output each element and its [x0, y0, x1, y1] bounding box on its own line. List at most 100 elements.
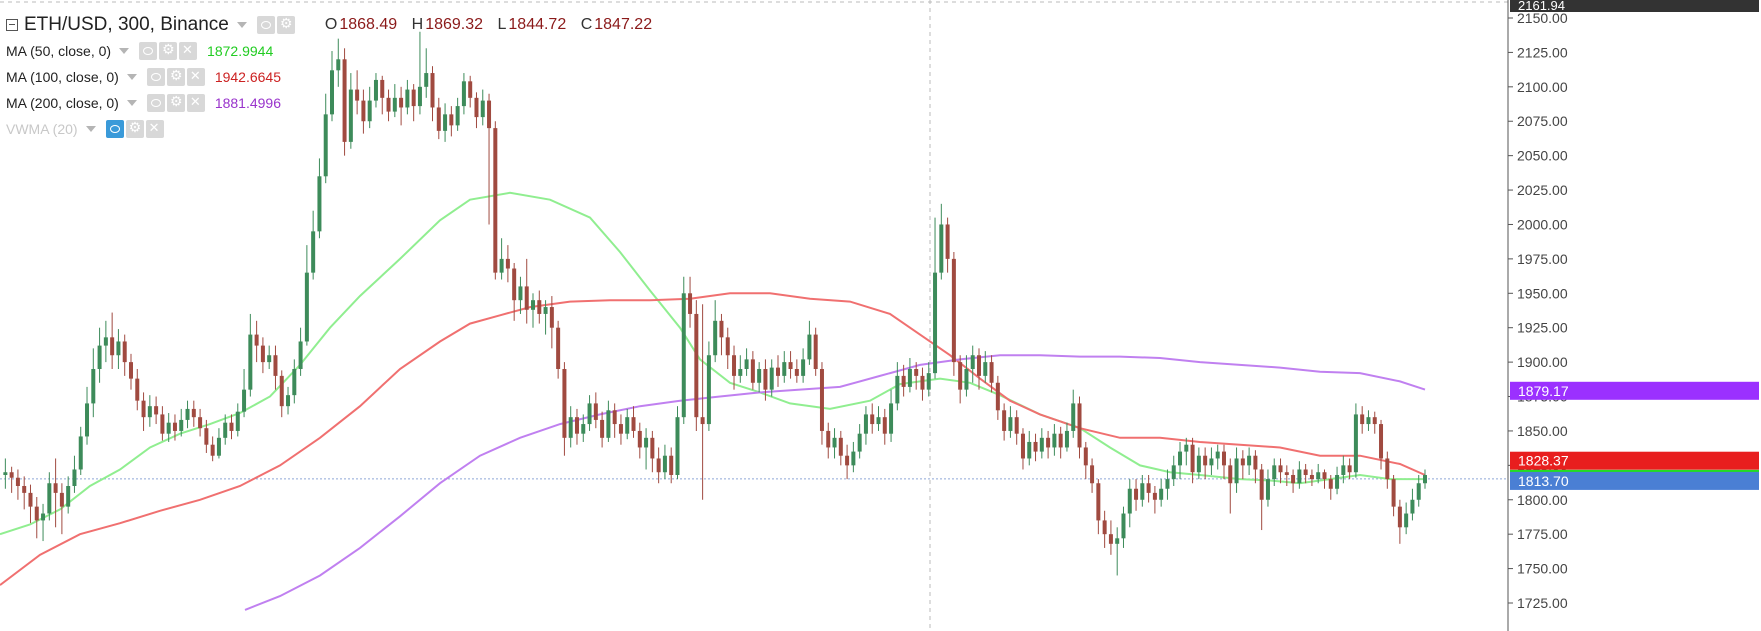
eye-icon[interactable] [146, 68, 165, 86]
candle [160, 406, 165, 441]
eye-icon[interactable] [146, 94, 165, 112]
chevron-down-icon[interactable] [85, 126, 96, 132]
close-icon[interactable] [179, 42, 198, 60]
candle-body [1077, 403, 1082, 448]
collapse-icon[interactable] [6, 19, 18, 31]
candle-body [430, 73, 435, 108]
candle [185, 400, 190, 429]
candle [757, 362, 762, 393]
axis-tick-label: 1800.00 [1517, 492, 1568, 508]
indicator-ma50[interactable]: MA (50, close, 0) 1872.9944 [6, 38, 652, 64]
chevron-down-icon[interactable] [126, 100, 137, 106]
candle [242, 369, 247, 418]
candle [1221, 444, 1226, 480]
eye-icon[interactable] [105, 120, 124, 138]
candle-body [1203, 455, 1208, 466]
candle [179, 408, 184, 437]
indicator-vwma[interactable]: VWMA (20) [6, 116, 652, 142]
candle [1335, 466, 1340, 495]
candle-body [424, 73, 429, 87]
indicator-ma100[interactable]: MA (100, close, 0) 1942.6645 [6, 64, 652, 90]
candle-body [260, 345, 265, 363]
close-icon[interactable] [145, 120, 164, 138]
candle [907, 357, 912, 393]
candle [373, 73, 378, 108]
ohlc-key: L [497, 16, 507, 33]
candle-body [480, 100, 485, 118]
candle [1297, 461, 1302, 489]
candle [1178, 441, 1183, 480]
candle-body [1090, 465, 1095, 484]
eye-icon[interactable] [139, 42, 158, 60]
candlesticks [3, 31, 1427, 576]
indicator-ma200[interactable]: MA (200, close, 0) 1881.4996 [6, 90, 652, 116]
candle [750, 351, 755, 390]
candle-body [499, 258, 504, 273]
candle-body [330, 70, 335, 115]
candle-body [1247, 455, 1252, 466]
candle [1353, 403, 1358, 478]
candle [813, 327, 818, 376]
gear-icon[interactable] [166, 67, 185, 86]
candle-body [1171, 465, 1176, 480]
candle [367, 86, 372, 129]
candle-body [279, 375, 284, 407]
candle [361, 89, 366, 134]
candle [304, 245, 309, 346]
candle-body [681, 293, 686, 418]
candle [1322, 469, 1327, 489]
candle-body [122, 341, 127, 363]
candle-body [417, 86, 422, 107]
candle [1284, 465, 1289, 486]
chevron-down-icon[interactable] [236, 22, 247, 28]
eye-icon[interactable] [256, 16, 275, 34]
gear-icon[interactable] [166, 93, 185, 112]
candle-body [700, 417, 705, 425]
candle-body [405, 89, 410, 108]
indicator-value: 1942.6645 [214, 69, 282, 85]
candle-body [983, 362, 988, 376]
price-tag [1510, 381, 1759, 400]
candle [1090, 458, 1095, 493]
candle-body [832, 437, 837, 448]
axis-top-label: 2161.94 [1518, 0, 1565, 13]
close-icon[interactable] [186, 94, 205, 112]
gear-icon[interactable] [276, 15, 295, 34]
candle-body [656, 458, 661, 473]
candle [1404, 502, 1409, 535]
candle [920, 367, 925, 401]
gear-icon[interactable] [125, 119, 144, 138]
candle-body [732, 355, 737, 376]
candle [72, 455, 77, 493]
candle-body [443, 114, 448, 131]
candle [518, 276, 523, 314]
candle-body [1108, 534, 1113, 544]
candle [832, 428, 837, 459]
candle-body [355, 89, 360, 101]
chevron-down-icon[interactable] [126, 74, 137, 80]
axis-tick-label: 1950.00 [1517, 285, 1568, 301]
gear-icon[interactable] [159, 41, 178, 60]
candle-body [1008, 417, 1013, 431]
candle [983, 351, 988, 383]
candle [1265, 469, 1270, 507]
candle-body [1410, 499, 1415, 514]
candle-body [1397, 506, 1402, 528]
candle [1372, 411, 1377, 434]
candle [1259, 463, 1264, 531]
candle [1184, 437, 1189, 466]
candle-body [1328, 479, 1333, 489]
candle [223, 414, 228, 445]
candle-body [631, 417, 636, 431]
candle-body [1322, 472, 1327, 480]
chevron-down-icon[interactable] [119, 48, 130, 54]
symbol-title[interactable]: ETH/USD, 300, Binance [24, 14, 229, 35]
candle [34, 497, 39, 539]
candle-body [1178, 451, 1183, 466]
candle [91, 348, 96, 418]
close-icon[interactable] [186, 68, 205, 86]
candle [128, 353, 133, 390]
candle-body [870, 414, 875, 425]
candle [1064, 422, 1069, 452]
